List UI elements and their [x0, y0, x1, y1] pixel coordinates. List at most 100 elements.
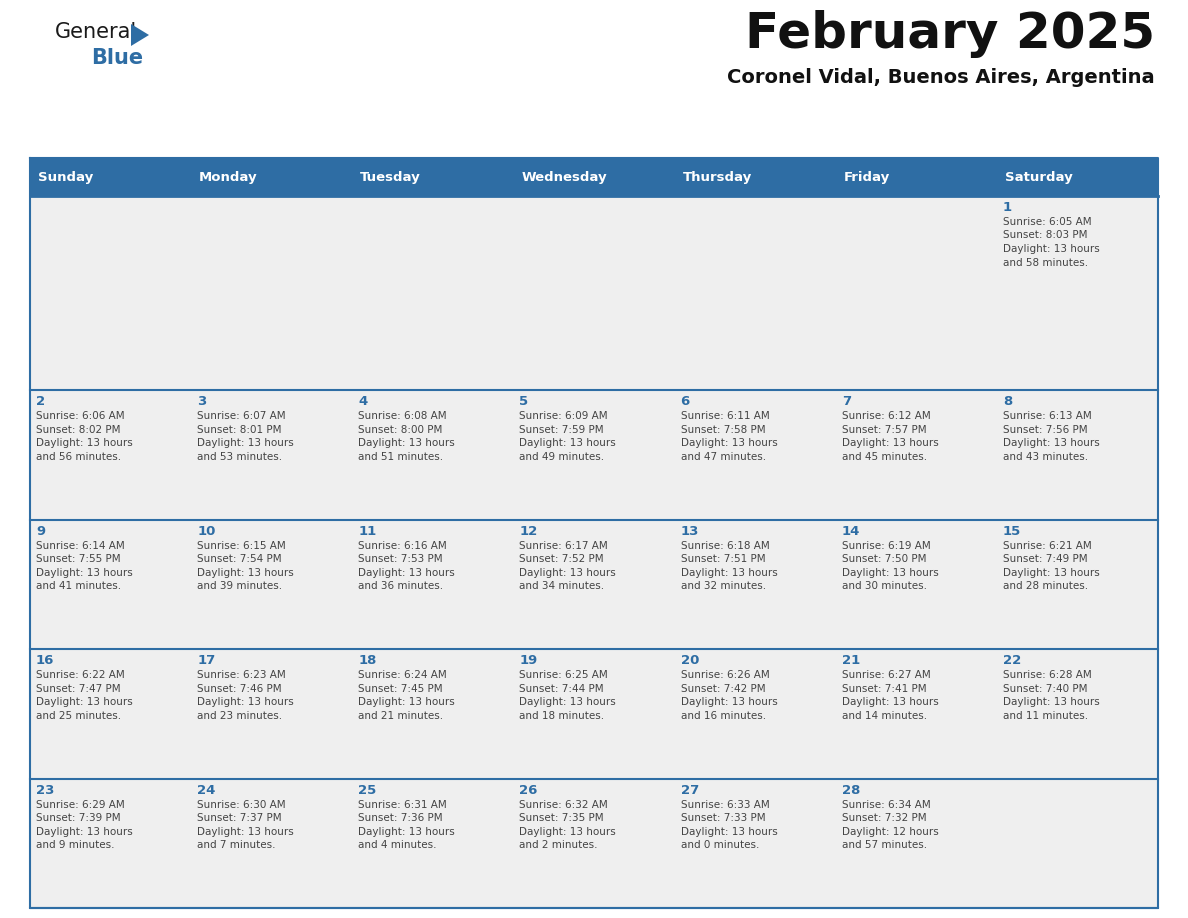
- Text: Sunrise: 6:09 AM: Sunrise: 6:09 AM: [519, 411, 608, 421]
- Text: Monday: Monday: [200, 171, 258, 184]
- Text: and 14 minutes.: and 14 minutes.: [842, 711, 927, 721]
- Bar: [30, 158, 191, 196]
- Text: Daylight: 13 hours: Daylight: 13 hours: [359, 697, 455, 707]
- Text: 5: 5: [519, 395, 529, 409]
- Text: Daylight: 13 hours: Daylight: 13 hours: [519, 697, 617, 707]
- Text: 4: 4: [359, 395, 367, 409]
- Text: Daylight: 13 hours: Daylight: 13 hours: [197, 438, 293, 448]
- Text: 13: 13: [681, 524, 699, 538]
- Text: Sunrise: 6:22 AM: Sunrise: 6:22 AM: [36, 670, 125, 680]
- Text: Sunrise: 6:26 AM: Sunrise: 6:26 AM: [681, 670, 770, 680]
- Text: Daylight: 13 hours: Daylight: 13 hours: [1003, 697, 1100, 707]
- Text: and 23 minutes.: and 23 minutes.: [197, 711, 283, 721]
- Text: Sunset: 7:58 PM: Sunset: 7:58 PM: [681, 425, 765, 435]
- Text: Wednesday: Wednesday: [522, 171, 607, 184]
- Text: Sunset: 8:00 PM: Sunset: 8:00 PM: [359, 425, 443, 435]
- Text: Sunrise: 6:30 AM: Sunrise: 6:30 AM: [197, 800, 286, 810]
- Text: and 18 minutes.: and 18 minutes.: [519, 711, 605, 721]
- Text: Sunrise: 6:07 AM: Sunrise: 6:07 AM: [197, 411, 286, 421]
- Text: Sunrise: 6:21 AM: Sunrise: 6:21 AM: [1003, 541, 1092, 551]
- Text: Friday: Friday: [843, 171, 890, 184]
- Text: Daylight: 13 hours: Daylight: 13 hours: [1003, 567, 1100, 577]
- Text: 9: 9: [36, 524, 45, 538]
- Text: Sunrise: 6:05 AM: Sunrise: 6:05 AM: [1003, 217, 1092, 227]
- Text: Sunset: 7:52 PM: Sunset: 7:52 PM: [519, 554, 604, 565]
- Bar: [30, 520, 1158, 649]
- Text: Daylight: 13 hours: Daylight: 13 hours: [681, 697, 777, 707]
- Text: Sunday: Sunday: [38, 171, 93, 184]
- Text: Sunrise: 6:24 AM: Sunrise: 6:24 AM: [359, 670, 447, 680]
- Text: Sunset: 7:33 PM: Sunset: 7:33 PM: [681, 813, 765, 823]
- Text: Daylight: 13 hours: Daylight: 13 hours: [36, 697, 133, 707]
- Text: Sunrise: 6:34 AM: Sunrise: 6:34 AM: [842, 800, 930, 810]
- Bar: [30, 196, 1158, 390]
- Text: and 0 minutes.: and 0 minutes.: [681, 840, 759, 850]
- Text: 28: 28: [842, 784, 860, 797]
- Text: Daylight: 13 hours: Daylight: 13 hours: [197, 826, 293, 836]
- Text: Daylight: 13 hours: Daylight: 13 hours: [36, 438, 133, 448]
- Text: Sunset: 7:45 PM: Sunset: 7:45 PM: [359, 684, 443, 694]
- Text: Daylight: 13 hours: Daylight: 13 hours: [519, 438, 617, 448]
- Text: and 47 minutes.: and 47 minutes.: [681, 452, 766, 462]
- Text: Daylight: 13 hours: Daylight: 13 hours: [197, 567, 293, 577]
- Text: Sunrise: 6:14 AM: Sunrise: 6:14 AM: [36, 541, 125, 551]
- Text: and 21 minutes.: and 21 minutes.: [359, 711, 443, 721]
- Text: Daylight: 13 hours: Daylight: 13 hours: [842, 438, 939, 448]
- Text: Sunrise: 6:11 AM: Sunrise: 6:11 AM: [681, 411, 770, 421]
- Text: Sunrise: 6:06 AM: Sunrise: 6:06 AM: [36, 411, 125, 421]
- Text: Sunset: 7:41 PM: Sunset: 7:41 PM: [842, 684, 927, 694]
- Text: 24: 24: [197, 784, 215, 797]
- Text: Sunset: 7:44 PM: Sunset: 7:44 PM: [519, 684, 604, 694]
- Text: 10: 10: [197, 524, 215, 538]
- Text: Sunset: 7:55 PM: Sunset: 7:55 PM: [36, 554, 121, 565]
- Bar: [30, 778, 1158, 908]
- Text: Daylight: 13 hours: Daylight: 13 hours: [197, 697, 293, 707]
- Text: 14: 14: [842, 524, 860, 538]
- Text: Sunset: 7:56 PM: Sunset: 7:56 PM: [1003, 425, 1087, 435]
- Text: Daylight: 13 hours: Daylight: 13 hours: [359, 438, 455, 448]
- Text: Coronel Vidal, Buenos Aires, Argentina: Coronel Vidal, Buenos Aires, Argentina: [727, 68, 1155, 87]
- Bar: [191, 158, 353, 196]
- Text: Sunrise: 6:31 AM: Sunrise: 6:31 AM: [359, 800, 447, 810]
- Text: Saturday: Saturday: [1005, 171, 1073, 184]
- Text: Sunset: 8:02 PM: Sunset: 8:02 PM: [36, 425, 120, 435]
- Text: and 56 minutes.: and 56 minutes.: [36, 452, 121, 462]
- Text: Sunrise: 6:19 AM: Sunrise: 6:19 AM: [842, 541, 930, 551]
- Text: Sunrise: 6:25 AM: Sunrise: 6:25 AM: [519, 670, 608, 680]
- Text: Sunrise: 6:15 AM: Sunrise: 6:15 AM: [197, 541, 286, 551]
- Text: 8: 8: [1003, 395, 1012, 409]
- Text: Daylight: 12 hours: Daylight: 12 hours: [842, 826, 939, 836]
- Text: and 9 minutes.: and 9 minutes.: [36, 840, 114, 850]
- Bar: [30, 649, 1158, 778]
- Text: and 2 minutes.: and 2 minutes.: [519, 840, 598, 850]
- Text: and 49 minutes.: and 49 minutes.: [519, 452, 605, 462]
- Text: Sunrise: 6:13 AM: Sunrise: 6:13 AM: [1003, 411, 1092, 421]
- Text: and 57 minutes.: and 57 minutes.: [842, 840, 927, 850]
- Bar: [353, 158, 513, 196]
- Text: February 2025: February 2025: [745, 10, 1155, 58]
- Text: Daylight: 13 hours: Daylight: 13 hours: [36, 567, 133, 577]
- Text: Sunset: 7:47 PM: Sunset: 7:47 PM: [36, 684, 121, 694]
- Text: General: General: [55, 22, 138, 42]
- Text: Blue: Blue: [91, 48, 143, 68]
- Text: Sunrise: 6:17 AM: Sunrise: 6:17 AM: [519, 541, 608, 551]
- Text: Daylight: 13 hours: Daylight: 13 hours: [36, 826, 133, 836]
- Text: Sunset: 7:50 PM: Sunset: 7:50 PM: [842, 554, 927, 565]
- Text: 2: 2: [36, 395, 45, 409]
- Text: and 45 minutes.: and 45 minutes.: [842, 452, 927, 462]
- Text: Sunrise: 6:12 AM: Sunrise: 6:12 AM: [842, 411, 930, 421]
- Text: Sunset: 7:42 PM: Sunset: 7:42 PM: [681, 684, 765, 694]
- Text: Daylight: 13 hours: Daylight: 13 hours: [1003, 438, 1100, 448]
- Polygon shape: [131, 24, 148, 46]
- Text: 16: 16: [36, 655, 55, 667]
- Text: and 58 minutes.: and 58 minutes.: [1003, 258, 1088, 267]
- Text: Sunrise: 6:33 AM: Sunrise: 6:33 AM: [681, 800, 770, 810]
- Text: Sunrise: 6:08 AM: Sunrise: 6:08 AM: [359, 411, 447, 421]
- Text: Sunset: 8:03 PM: Sunset: 8:03 PM: [1003, 230, 1087, 241]
- Text: Daylight: 13 hours: Daylight: 13 hours: [1003, 244, 1100, 254]
- Bar: [30, 390, 1158, 520]
- Text: Sunset: 7:54 PM: Sunset: 7:54 PM: [197, 554, 282, 565]
- Text: Sunrise: 6:32 AM: Sunrise: 6:32 AM: [519, 800, 608, 810]
- Text: Sunset: 7:35 PM: Sunset: 7:35 PM: [519, 813, 604, 823]
- Text: Sunrise: 6:29 AM: Sunrise: 6:29 AM: [36, 800, 125, 810]
